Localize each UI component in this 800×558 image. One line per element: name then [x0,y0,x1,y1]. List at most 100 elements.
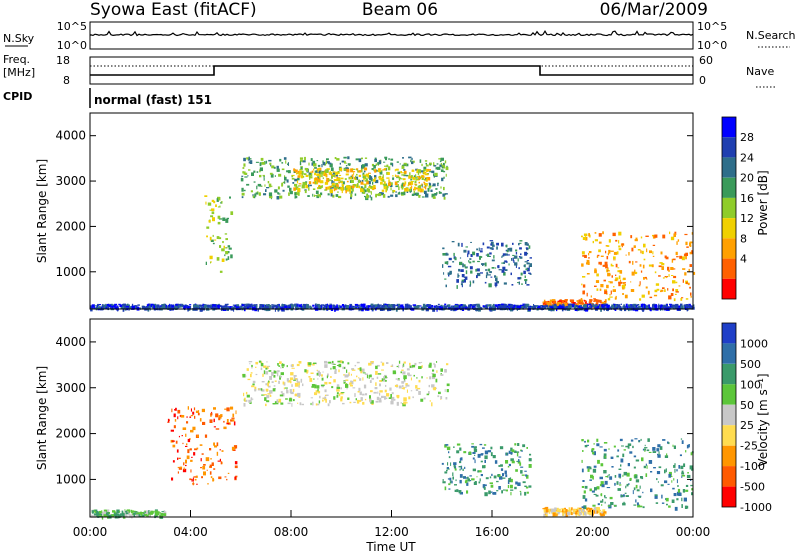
scatter-cell [223,245,225,249]
scatter-cell [485,269,488,271]
scatter-cell [384,375,387,379]
scatter-cell [329,305,333,309]
scatter-cell [640,476,643,479]
scatter-cell [619,270,623,274]
scatter-cell [678,285,681,287]
scatter-cell [185,433,187,437]
colorbar-segment [722,343,736,364]
scatter-cell [144,513,148,516]
scatter-cell [591,509,594,511]
scatter-cell [207,306,209,308]
scatter-cell [472,452,476,454]
scatter-cell [135,515,139,517]
scatter-cell [332,171,336,173]
scatter-cell [526,267,530,272]
scatter-cell [662,439,666,441]
scatter-cell [633,455,637,458]
scatter-cell [536,305,541,309]
scatter-cell [456,450,460,454]
scatter-cell [405,163,409,167]
scatter-cell [270,173,274,178]
scatter-cell [545,509,549,513]
scatter-cell [613,256,616,259]
scatter-cell [500,306,503,309]
scatter-cell [510,447,513,452]
scatter-cell [461,281,465,283]
scatter-cell [301,184,305,189]
scatter-cell [673,233,676,237]
colorbar-segment [722,278,736,299]
scatter-cell [690,484,693,487]
scatter-cell [527,306,530,308]
scatter-cell [401,172,404,174]
scatter-cell [464,466,466,469]
scatter-cell [408,175,410,179]
scatter-cell [426,305,429,307]
scatter-cell [295,186,299,190]
scatter-cell [218,476,222,480]
scatter-cell [542,307,544,309]
scatter-cell [210,215,214,218]
scatter-cell [453,466,456,469]
scatter-cell [490,241,494,246]
scatter-cell [349,177,353,180]
scatter-cell [652,447,656,451]
scatter-cell [482,305,485,308]
scatter-cell [296,378,299,383]
scatter-cell [416,179,420,181]
scatter-cell [370,303,374,308]
scatter-cell [525,486,529,489]
scatter-cell [311,162,314,166]
scatter-cell [452,472,454,476]
scatter-cell [446,467,449,469]
scatter-cell [375,400,379,403]
scatter-cell [374,387,378,390]
scatter-cell [690,295,692,298]
scatter-cell [311,306,313,310]
scatter-cell [509,477,512,481]
scatter-cell [277,192,280,195]
scatter-cell [201,453,204,455]
scatter-cell [338,393,341,397]
scatter-cell [592,304,596,308]
scatter-cell [358,185,361,189]
nsky-trace [89,30,694,37]
scatter-cell [637,249,641,251]
scatter-cell [220,201,222,204]
scatter-cell [268,380,270,383]
scatter-cell [619,482,621,484]
scatter-cell [338,186,342,189]
scatter-cell [259,174,262,178]
scatter-cell [157,306,161,308]
scatter-cell [598,261,602,265]
scatter-cell [403,386,405,390]
scatter-cell [665,304,668,306]
scatter-cell [689,286,691,289]
scatter-cell [588,251,592,254]
scatter-cell [187,438,191,443]
scatter-cell [545,304,548,306]
scatter-cell [117,509,119,512]
scatter-cell [372,181,374,185]
scatter-cell [513,304,516,308]
scatter-cell [354,303,358,307]
scatter-cell [646,465,648,469]
scatter-cell [674,231,677,235]
scatter-cell [582,512,585,516]
scatter-cell [214,305,216,307]
scatter-cell [401,387,405,390]
scatter-cell [668,269,670,272]
scatter-cell [405,386,407,388]
scatter-cell [213,418,215,423]
scatter-cell [640,438,642,441]
scatter-cell [252,305,255,307]
scatter-cell [328,162,332,165]
scatter-cell [440,186,442,189]
scatter-cell [689,465,693,470]
scatter-cell [370,187,374,189]
scatter-cell [408,156,412,159]
scatter-cell [441,165,445,167]
scatter-cell [682,279,684,283]
scatter-cell [395,168,399,171]
scatter-cell [586,292,588,297]
